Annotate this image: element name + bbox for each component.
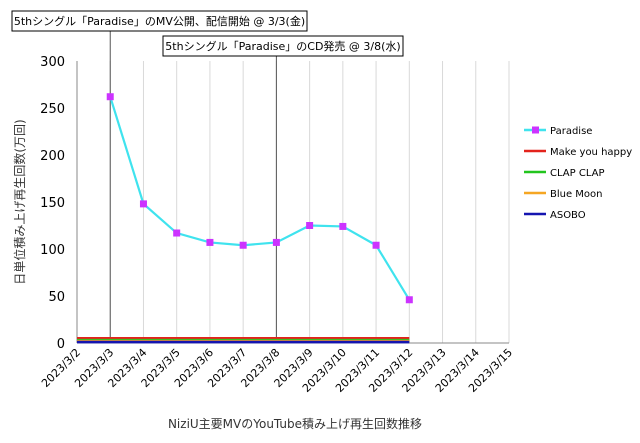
data-point — [306, 222, 314, 229]
grid-lines — [76, 61, 510, 343]
y-axis-title: 日単位積み上げ再生回数(万回) — [12, 119, 27, 284]
data-point — [173, 229, 181, 237]
legend-label: Blue Moon — [550, 189, 603, 200]
legend-marker — [532, 126, 539, 134]
chart-title: NiziU主要MVのYouTube積み上げ再生回数推移 — [168, 416, 422, 431]
annotation-text: 5thシングル「Paradise」のCD発売 @ 3/8(水) — [165, 39, 400, 53]
y-tick-label: 50 — [48, 290, 65, 305]
y-tick-label: 100 — [40, 243, 65, 258]
event-marker-lines — [109, 31, 277, 343]
data-point — [106, 93, 114, 101]
legend: Paradise Make you happy CLAP CLAP Blue Moon… — [524, 126, 632, 221]
y-tick-labels: 0 50 100 150 200 250 300 — [40, 55, 65, 352]
y-tick-label: 300 — [40, 55, 65, 70]
annotation-group: 5thシングル「Paradise」のMV公開、配信開始 @ 3/3(金) 5thシ… — [11, 10, 404, 57]
data-point — [405, 296, 413, 304]
legend-item: Blue Moon — [524, 189, 603, 200]
legend-item: ASOBO — [524, 210, 586, 221]
data-point — [139, 200, 147, 208]
y-tick-label: 0 — [57, 337, 65, 352]
annotation-box — [11, 10, 308, 32]
y-tick-label: 200 — [40, 149, 65, 164]
legend-label: CLAP CLAP — [550, 168, 605, 179]
legend-label: Paradise — [550, 126, 592, 137]
data-point — [372, 241, 380, 249]
data-point — [272, 238, 280, 246]
data-point — [239, 241, 247, 249]
y-tick-label: 150 — [40, 196, 65, 211]
legend-item: CLAP CLAP — [524, 168, 605, 179]
series-paradise — [106, 93, 413, 304]
y-tick-label: 250 — [40, 102, 65, 117]
legend-label: ASOBO — [550, 210, 586, 221]
legend-item: Make you happy — [524, 147, 632, 158]
legend-label: Make you happy — [550, 147, 632, 158]
legend-item: Paradise — [524, 126, 592, 137]
series-line — [109, 96, 411, 301]
series-group — [77, 93, 413, 344]
data-point — [206, 238, 214, 246]
data-point — [339, 222, 347, 230]
x-tick-labels: 2023/3/22023/3/32023/3/42023/3/52023/3/6… — [39, 346, 515, 395]
annotation-text: 5thシングル「Paradise」のMV公開、配信開始 @ 3/3(金) — [14, 14, 305, 28]
annotation-box — [162, 35, 404, 57]
